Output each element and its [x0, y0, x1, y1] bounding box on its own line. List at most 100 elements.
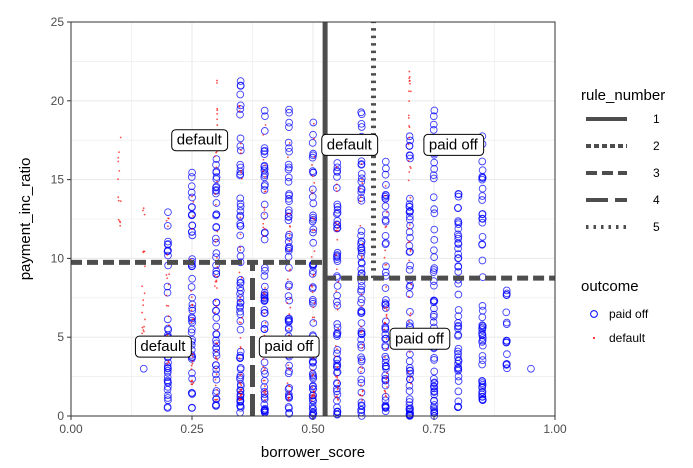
data-point-paid-off: [308, 270, 317, 278]
data-point-default: [238, 397, 241, 400]
data-point-paid-off: [236, 283, 245, 292]
data-point-default: [239, 233, 242, 236]
y-tick-label: 5: [57, 330, 64, 344]
data-point-default: [384, 390, 387, 393]
data-point-paid-off: [381, 330, 390, 339]
data-point-paid-off: [405, 248, 414, 256]
data-point-default: [288, 269, 291, 272]
data-point-default: [142, 250, 145, 253]
data-point-paid-off: [285, 404, 293, 413]
data-point-default: [287, 156, 289, 159]
data-point-default: [191, 195, 193, 198]
data-point-default: [310, 399, 313, 402]
data-point-paid-off: [430, 297, 439, 305]
data-point-paid-off: [164, 391, 172, 400]
x-tick-label: 0.75: [422, 422, 446, 436]
data-point-default: [262, 292, 265, 294]
data-point-paid-off: [260, 406, 269, 415]
data-point-default: [311, 394, 314, 397]
data-point-default: [361, 394, 364, 397]
data-point-paid-off: [284, 173, 293, 182]
data-point-default: [312, 373, 315, 376]
data-point-default: [262, 170, 265, 173]
data-point-default: [384, 226, 387, 229]
data-point-paid-off: [454, 267, 463, 276]
data-point-paid-off: [284, 165, 293, 174]
data-point-paid-off: [236, 134, 245, 143]
data-point-paid-off: [454, 321, 463, 330]
data-point-default: [409, 312, 412, 315]
data-point-paid-off: [212, 168, 221, 177]
data-point-paid-off: [284, 160, 293, 169]
annotation-box: [389, 327, 451, 350]
data-point-default: [407, 143, 410, 146]
data-point-default: [239, 346, 242, 348]
data-point-paid-off: [212, 267, 221, 275]
data-point-paid-off: [212, 322, 221, 331]
data-point-default: [313, 229, 316, 232]
annotation-label: paid off: [258, 335, 320, 358]
data-point-paid-off: [406, 154, 414, 163]
data-point-default: [407, 371, 410, 373]
data-point-default: [117, 160, 120, 163]
data-point-default: [191, 353, 194, 356]
data-point-paid-off: [236, 307, 244, 316]
data-point-paid-off: [236, 101, 245, 110]
data-point-default: [216, 82, 218, 84]
data-point-default: [313, 250, 316, 253]
data-point-paid-off: [357, 174, 366, 183]
data-point-default: [118, 169, 121, 172]
data-point-default: [288, 288, 291, 291]
data-point-paid-off: [236, 351, 245, 360]
data-point-default: [407, 295, 410, 298]
data-point-default: [408, 224, 411, 226]
data-point-default: [408, 124, 410, 127]
data-point-paid-off: [406, 350, 414, 359]
data-point-paid-off: [236, 167, 245, 176]
data-point-default: [216, 107, 219, 110]
data-point-paid-off: [430, 225, 439, 234]
data-point-default: [360, 384, 362, 387]
data-point-default: [262, 358, 265, 360]
data-point-default: [409, 82, 411, 85]
data-point-default: [336, 308, 339, 311]
data-point-default: [337, 227, 339, 229]
data-point-default: [191, 360, 194, 363]
data-point-paid-off: [382, 364, 390, 373]
data-point-paid-off: [333, 407, 342, 416]
data-point-default: [264, 287, 266, 289]
data-point-default: [361, 242, 364, 245]
annotation-text: default: [140, 338, 186, 355]
data-point-paid-off: [285, 197, 293, 206]
data-point-default: [311, 164, 313, 166]
data-point-paid-off: [406, 411, 414, 419]
data-point-paid-off: [478, 302, 487, 310]
data-point-default: [143, 213, 146, 216]
data-point-default: [359, 200, 362, 203]
data-point-paid-off: [212, 183, 220, 192]
data-point-paid-off: [478, 380, 487, 389]
data-point-default: [361, 330, 364, 332]
data-point-paid-off: [406, 375, 414, 384]
data-point-default: [214, 398, 216, 401]
data-point-default: [311, 291, 314, 293]
data-point-paid-off: [381, 343, 390, 351]
data-point-default: [167, 315, 170, 318]
data-point-default: [313, 393, 316, 395]
data-point-paid-off: [503, 360, 511, 368]
data-point-default: [239, 152, 242, 155]
data-point-default: [119, 224, 122, 227]
data-point-default: [262, 379, 265, 382]
data-point-default: [119, 200, 122, 203]
data-point-default: [336, 238, 339, 241]
data-point-paid-off: [429, 174, 438, 183]
data-point-paid-off: [430, 235, 439, 244]
data-point-paid-off: [357, 319, 366, 327]
data-point-default: [214, 384, 217, 387]
data-point-default: [215, 367, 218, 370]
data-point-default: [262, 369, 265, 372]
data-point-default: [360, 293, 363, 296]
data-point-default: [240, 171, 242, 174]
data-point-paid-off: [430, 356, 438, 364]
data-point-default: [142, 207, 145, 210]
